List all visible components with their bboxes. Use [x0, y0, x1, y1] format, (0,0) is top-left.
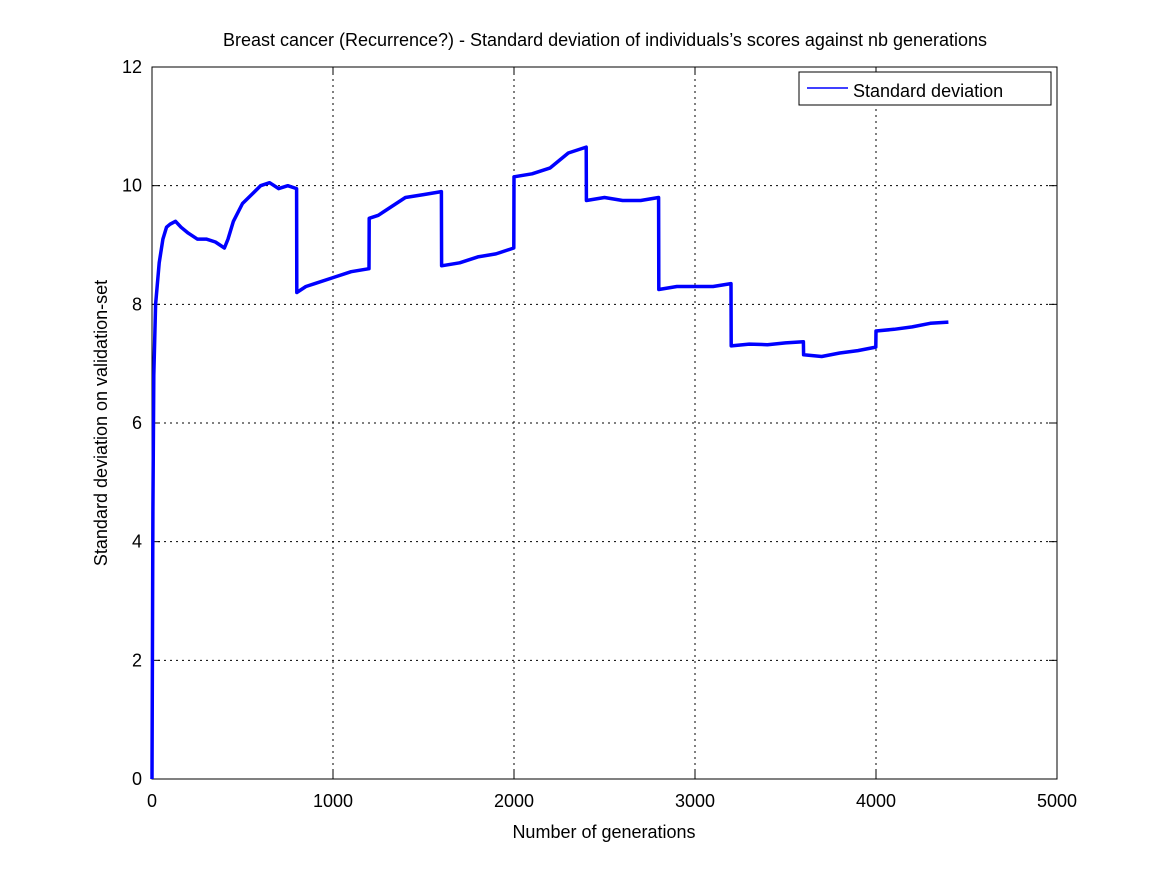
x-tick-label: 2000 [494, 791, 534, 811]
y-tick-label: 6 [132, 413, 142, 433]
x-axis-label: Number of generations [512, 822, 695, 842]
y-tick-label: 8 [132, 294, 142, 314]
y-tick-label: 10 [122, 176, 142, 196]
legend-entry: Standard deviation [853, 81, 1003, 101]
axis-ticks: 0 1000 2000 3000 4000 5000 0 2 4 6 8 10 12 [122, 57, 1077, 811]
x-tick-label: 5000 [1037, 791, 1077, 811]
series-line [150, 145, 949, 780]
y-tick-label: 0 [132, 769, 142, 789]
chart-title: Breast cancer (Recurrence?) - Standard d… [223, 30, 987, 50]
y-tick-label: 2 [132, 650, 142, 670]
x-tick-label: 3000 [675, 791, 715, 811]
x-tick-label: 0 [147, 791, 157, 811]
series-layer [150, 145, 949, 780]
y-axis-label: Standard deviation on validation-set [91, 280, 111, 566]
y-tick-label: 12 [122, 57, 142, 77]
y-tick-label: 4 [132, 532, 142, 552]
grid-lines [152, 67, 1057, 779]
x-tick-label: 1000 [313, 791, 353, 811]
x-tick-label: 4000 [856, 791, 896, 811]
legend: Standard deviation [798, 71, 1052, 106]
